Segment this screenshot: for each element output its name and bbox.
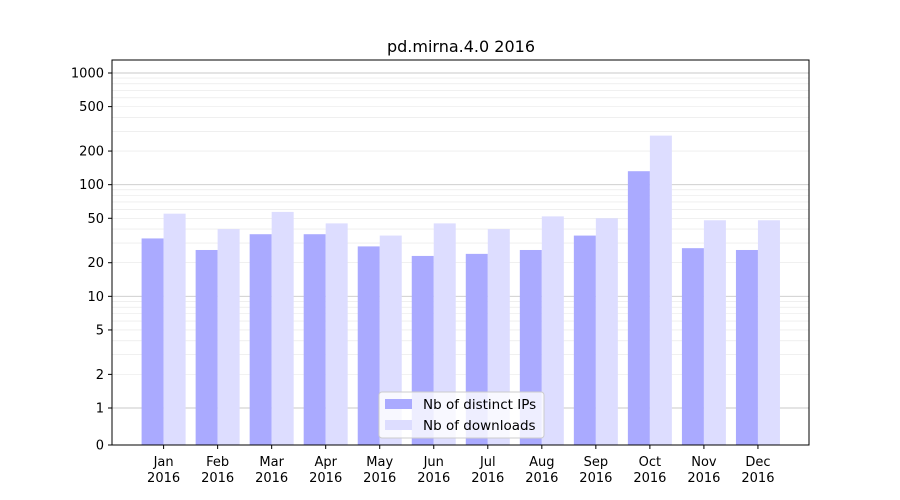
x-tick-label: Apr 2016	[309, 455, 342, 486]
bar-distinct-ips-11	[735, 249, 758, 445]
bar-distinct-ips-1	[195, 249, 218, 445]
x-tick-label: Feb 2016	[201, 455, 234, 486]
bar-distinct-ips-10	[681, 248, 704, 445]
bar-downloads-10	[703, 220, 726, 445]
y-tick-label: 2	[96, 368, 104, 383]
bar-downloads-3	[325, 223, 348, 445]
y-tick-label: 200	[79, 145, 104, 160]
x-tick-label: Aug 2016	[525, 455, 558, 486]
bar-downloads-2	[271, 211, 294, 445]
legend-label: Nb of downloads	[423, 418, 536, 434]
y-tick-label: 500	[79, 100, 104, 115]
x-tick-label: Jan 2016	[147, 455, 180, 486]
legend: Nb of distinct IPs Nb of downloads	[378, 391, 545, 439]
bar-distinct-ips-0	[141, 238, 164, 445]
legend-box	[378, 391, 545, 439]
y-tick-label: 50	[87, 212, 104, 227]
y-tick-label: 100	[79, 178, 104, 193]
bar-distinct-ips-2	[249, 234, 272, 445]
x-tick-label: Mar 2016	[255, 455, 288, 486]
plot-frame	[111, 59, 810, 446]
bars	[141, 135, 780, 445]
y-tick-label: 0	[96, 439, 104, 454]
y-axis: 0 1 2 5 10 20 50 100 200 500 1000	[71, 67, 112, 454]
x-tick-label: May 2016	[363, 455, 396, 486]
x-tick-label: Oct 2016	[633, 455, 666, 486]
chart-title: pd.mirna.4.0 2016	[387, 37, 535, 56]
y-tick-label: 1000	[71, 67, 104, 82]
x-tick-label: Jul 2016	[471, 455, 504, 486]
bar-distinct-ips-3	[303, 234, 326, 445]
x-tick-label: Jun 2016	[417, 455, 450, 486]
legend-swatch	[385, 399, 412, 409]
bar-downloads-8	[595, 218, 618, 445]
legend-swatch	[385, 420, 412, 430]
legend-label: Nb of distinct IPs	[423, 397, 536, 413]
bar-downloads-7	[541, 216, 564, 445]
x-tick-label: Sep 2016	[579, 455, 612, 486]
x-axis: Jan 2016 Feb 2016 Mar 2016 Apr 2016 May 2016 Jun 20…	[147, 445, 774, 486]
bar-downloads-5	[433, 223, 456, 445]
y-tick-label: 20	[87, 256, 104, 271]
bar-distinct-ips-9	[627, 171, 650, 445]
bar-downloads-6	[487, 229, 510, 445]
bar-downloads-0	[163, 213, 186, 445]
x-tick-label: Nov 2016	[687, 455, 720, 486]
y-tick-label: 5	[96, 323, 104, 338]
bar-distinct-ips-4	[357, 246, 380, 445]
y-tick-label: 1	[96, 402, 104, 417]
bar-downloads-9	[649, 135, 672, 445]
bar-downloads-1	[217, 229, 240, 445]
bar-downloads-11	[757, 220, 780, 445]
bar-distinct-ips-8	[573, 235, 596, 445]
x-tick-label: Dec 2016	[741, 455, 774, 486]
y-tick-label: 10	[87, 290, 104, 305]
